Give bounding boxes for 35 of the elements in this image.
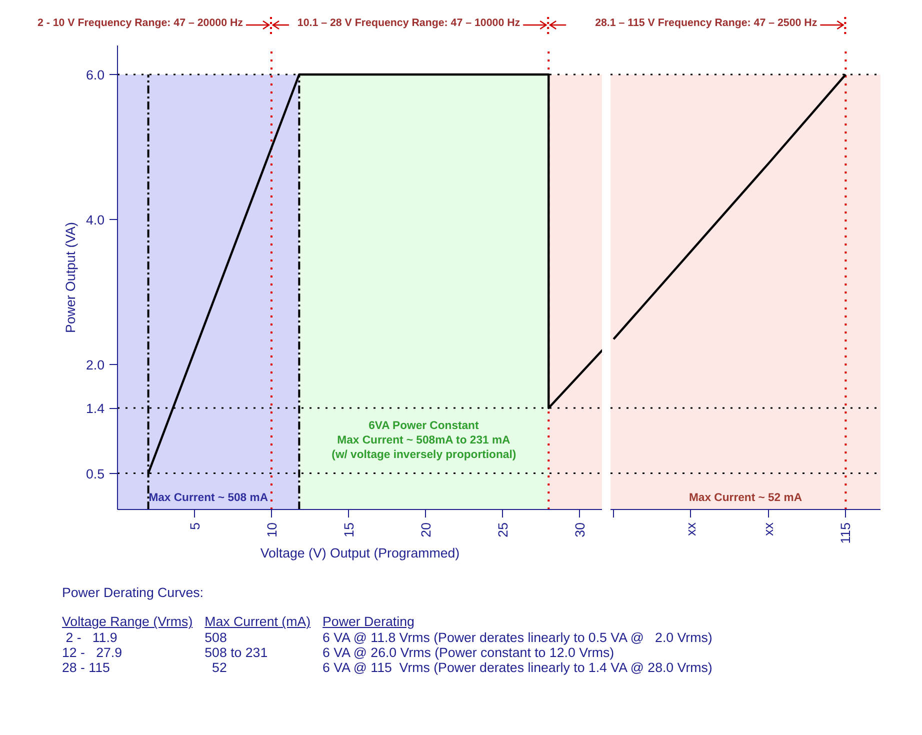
x-tick-label: xx — [760, 522, 776, 536]
x-tick-label: 15 — [341, 522, 356, 538]
band-label: 6VA Power Constant Max Current ~ 508mA to 231 mA (w/ voltage inversely proportional) — [332, 420, 516, 462]
x-tick-label: 5 — [187, 522, 202, 530]
x-tick-label: 20 — [418, 522, 434, 538]
text: 52 — [211, 660, 228, 676]
text: Power Derating — [322, 614, 416, 630]
text: 2 - 10 V Frequency Range: 47 – 20000 Hz — [37, 16, 243, 31]
x-tick-label: 25 — [495, 522, 510, 538]
text: 508 — [204, 630, 228, 645]
text: 28 - 115 — [62, 660, 111, 676]
x-tick-label: xx — [683, 522, 698, 536]
text: 10.1 – 28 V Frequency Range: 47 – 10000 Hz — [297, 16, 520, 31]
y-tick-label: 0.5 — [86, 466, 105, 482]
y-tick-label: 6.0 — [86, 68, 105, 82]
x-tick-label: 10 — [264, 522, 280, 538]
y-tick-label: 2.0 — [86, 358, 105, 372]
y-axis-title: Power Output (VA) — [62, 222, 78, 333]
text: 28.1 – 115 V Frequency Range: 47 – 2500 Hz — [595, 16, 818, 31]
band-label: Max Current ~ 508 mA — [148, 492, 268, 504]
text: 508 to 231 — [204, 644, 269, 660]
text: Max Current (mA) — [204, 614, 312, 630]
text: 6 VA @ 26.0 Vrms (Power constant to 12.0 Vrms) — [322, 644, 616, 660]
text: 12 - 27.9 — [62, 644, 124, 660]
x-axis-title: Voltage (V) Output (Programmed) — [260, 545, 460, 560]
x-tick-label: 30 — [572, 522, 588, 538]
x-tick-label: 115 — [838, 522, 854, 544]
text: 6 VA @ 11.8 Vrms (Power derates linearly to 0.5 VA @ 2.0 Vrms) — [322, 630, 714, 645]
text: 2 - 11.9 — [64, 630, 118, 645]
text: Power Derating Curves: — [62, 585, 204, 600]
y-tick-label: 1.4 — [86, 401, 106, 416]
text: 6 VA @ 115 Vrms (Power derates linearly to 1.4 VA @ 28.0 Vrms) — [322, 660, 714, 676]
text: Voltage Range (Vrms) — [62, 614, 194, 630]
band-label: Max Current ~ 52 mA — [689, 492, 802, 504]
y-tick-label: 4.0 — [86, 212, 105, 228]
